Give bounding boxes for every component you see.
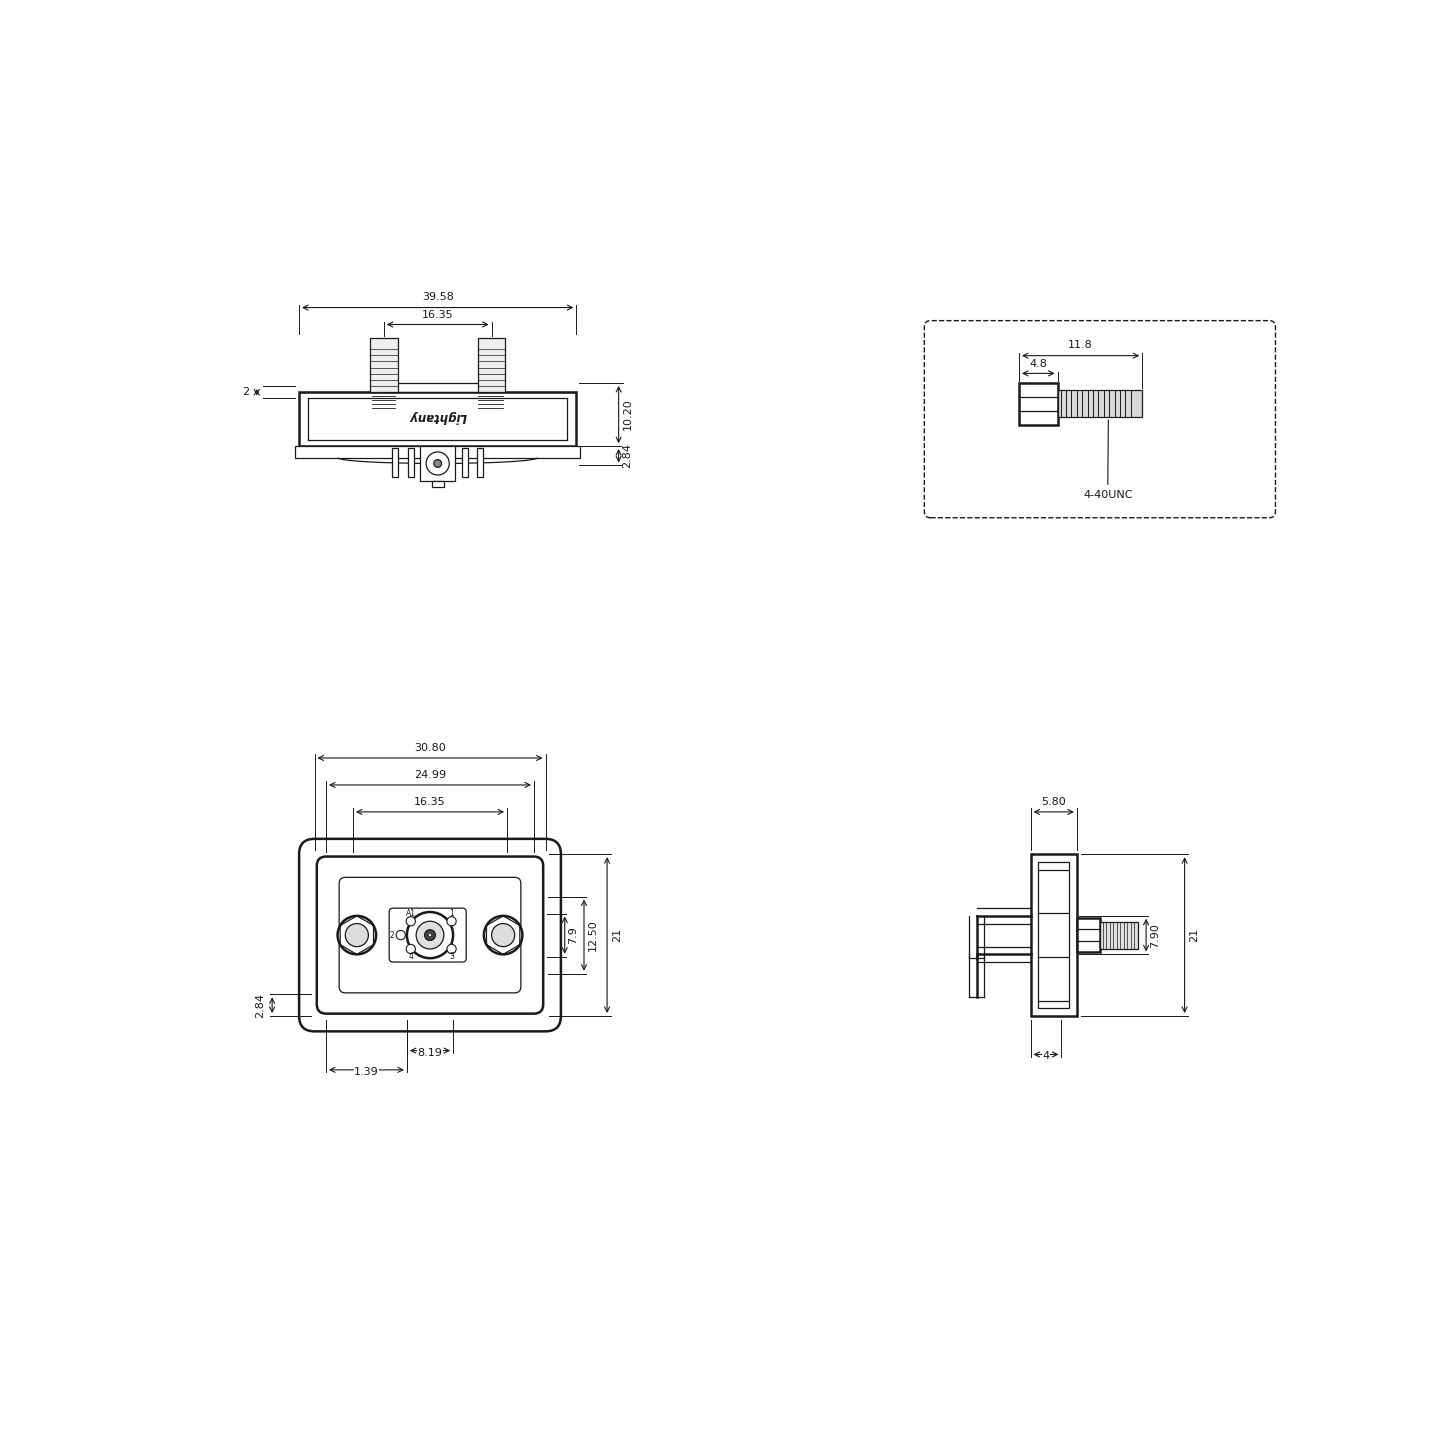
Bar (300, 392, 576, 446)
Text: 1: 1 (449, 909, 454, 919)
Text: Lightany: Lightany (433, 945, 495, 958)
FancyBboxPatch shape (317, 857, 543, 1014)
Bar (1031, 854, 1077, 1017)
Text: 11.8: 11.8 (1068, 340, 1093, 350)
Text: 21: 21 (1189, 927, 1200, 942)
Text: 4-40UNC: 4-40UNC (1083, 420, 1132, 500)
Circle shape (446, 945, 456, 953)
Circle shape (425, 930, 435, 940)
Text: A1: A1 (406, 909, 416, 919)
Text: 4: 4 (1043, 1051, 1050, 1061)
Bar (384, 383, 491, 392)
Circle shape (406, 917, 415, 926)
Bar (462, 448, 468, 477)
Text: 21: 21 (612, 927, 622, 942)
Text: 30.80: 30.80 (415, 743, 446, 753)
Bar (432, 481, 444, 487)
Text: 39.58: 39.58 (422, 292, 454, 302)
FancyBboxPatch shape (300, 840, 562, 1031)
Bar (370, 338, 397, 392)
FancyBboxPatch shape (924, 321, 1276, 518)
Text: 8.19: 8.19 (418, 1047, 442, 1057)
Circle shape (433, 459, 442, 468)
Text: 2.84: 2.84 (256, 992, 265, 1018)
Text: 7.90: 7.90 (1151, 923, 1161, 948)
Circle shape (484, 916, 523, 955)
Circle shape (446, 917, 456, 926)
Text: 2: 2 (242, 387, 249, 397)
Circle shape (396, 930, 406, 940)
Circle shape (416, 922, 444, 949)
Bar (408, 448, 413, 477)
Text: 24.99: 24.99 (413, 769, 446, 779)
Circle shape (491, 923, 514, 946)
Circle shape (426, 452, 449, 475)
Bar (478, 338, 505, 392)
Text: 1.39: 1.39 (354, 1067, 379, 1077)
Text: 16.35: 16.35 (415, 796, 446, 806)
Circle shape (429, 933, 432, 936)
Bar (1077, 917, 1100, 952)
Circle shape (346, 923, 369, 946)
FancyBboxPatch shape (340, 877, 521, 992)
Bar (392, 448, 399, 477)
Bar (420, 446, 455, 481)
Circle shape (406, 945, 415, 953)
Bar (1057, 390, 1142, 418)
Bar (295, 446, 580, 458)
Circle shape (337, 916, 376, 955)
Text: 2: 2 (389, 930, 395, 939)
Text: 10.20: 10.20 (622, 399, 632, 431)
Circle shape (408, 912, 454, 958)
Bar (477, 448, 484, 477)
Text: Lightany: Lightany (409, 410, 467, 423)
Bar (1100, 922, 1139, 949)
Text: 2.84: 2.84 (622, 444, 632, 468)
Text: 16.35: 16.35 (422, 310, 454, 320)
Text: 7.9: 7.9 (567, 926, 577, 945)
Text: 5.80: 5.80 (1041, 796, 1066, 806)
Text: 12.50: 12.50 (588, 919, 598, 950)
Text: 3: 3 (449, 952, 454, 960)
Text: 4: 4 (409, 952, 413, 960)
Bar (1038, 863, 1068, 1008)
Bar (1020, 383, 1057, 425)
Text: 4.8: 4.8 (1030, 359, 1047, 369)
